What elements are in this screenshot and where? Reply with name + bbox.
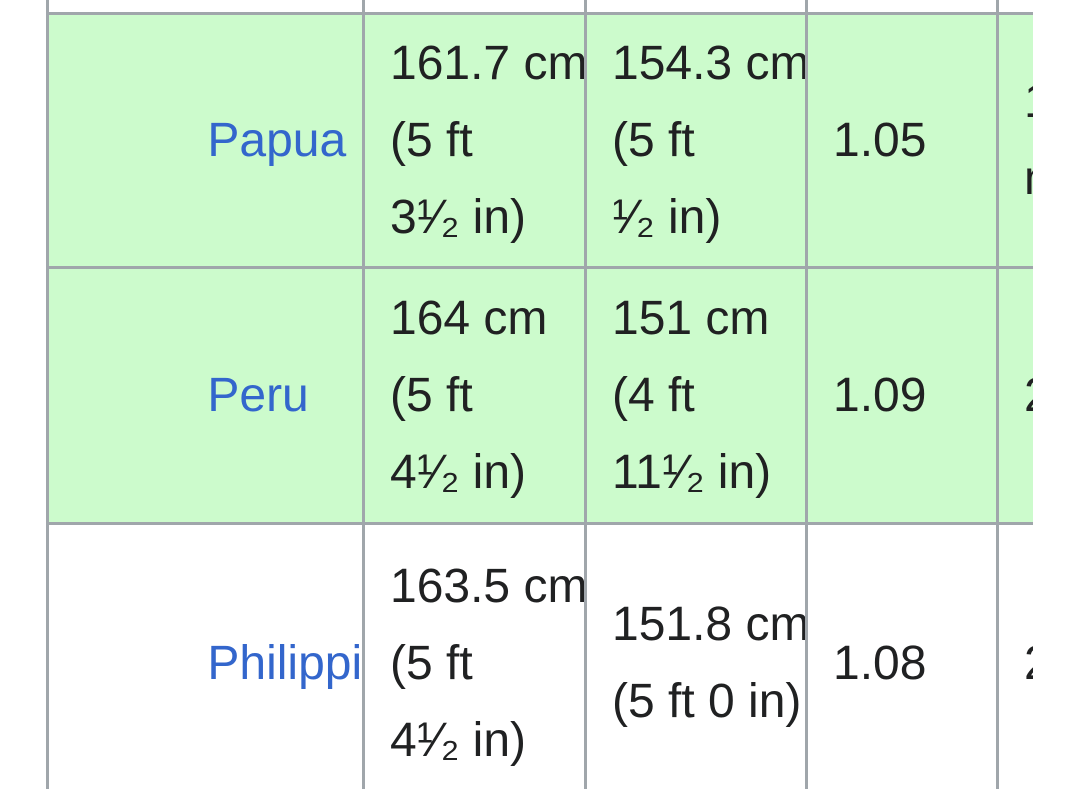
- country-cell: Philippines: [46, 521, 365, 789]
- ratio-cell: 1.05: [805, 11, 999, 269]
- ratio-cell: 1.09: [805, 265, 999, 525]
- extra-cell-clipped: 2: [996, 521, 1033, 789]
- extra-cell-clipped: 1 measured: [996, 11, 1033, 269]
- empty-cell: [584, 0, 808, 15]
- female-height-cell: 154.3 cm (5 ft ¹⁄₂ in): [584, 11, 808, 269]
- male-height-cell: 164 cm (5 ft 4¹⁄₂ in): [362, 265, 587, 525]
- table-row-previous-cutoff: [46, 0, 1033, 15]
- male-height-cell: 163.5 cm (5 ft 4¹⁄₂ in): [362, 521, 587, 789]
- empty-cell: [46, 0, 365, 15]
- empty-cell: [362, 0, 587, 15]
- empty-cell: [996, 0, 1033, 15]
- country-cell: Papua New Guinea: [46, 11, 365, 269]
- table-viewport: Papua New Guinea 161.7 cm (5 ft 3¹⁄₂ in)…: [46, 0, 1033, 789]
- country-link-peru[interactable]: Peru: [207, 368, 309, 422]
- table-row-peru: Peru 164 cm (5 ft 4¹⁄₂ in) 151 cm (4 ft …: [46, 265, 1033, 525]
- empty-cell: [805, 0, 999, 15]
- ratio-cell: 1.08: [805, 521, 999, 789]
- female-height-cell: 151.8 cm (5 ft 0 in): [584, 521, 808, 789]
- table-row-papua-new-guinea: Papua New Guinea 161.7 cm (5 ft 3¹⁄₂ in)…: [46, 11, 1033, 269]
- country-cell: Peru: [46, 265, 365, 525]
- female-height-cell: 151 cm (4 ft 11¹⁄₂ in): [584, 265, 808, 525]
- extra-cell-clipped: 2: [996, 265, 1033, 525]
- country-link-philippines[interactable]: Philippines: [207, 636, 363, 690]
- table-row-philippines: Philippines 163.5 cm (5 ft 4¹⁄₂ in) 151.…: [46, 521, 1033, 789]
- country-link-papua-new-guinea[interactable]: Papua New Guinea: [207, 113, 360, 167]
- male-height-cell: 161.7 cm (5 ft 3¹⁄₂ in): [362, 11, 587, 269]
- heights-table: Papua New Guinea 161.7 cm (5 ft 3¹⁄₂ in)…: [46, 0, 1033, 789]
